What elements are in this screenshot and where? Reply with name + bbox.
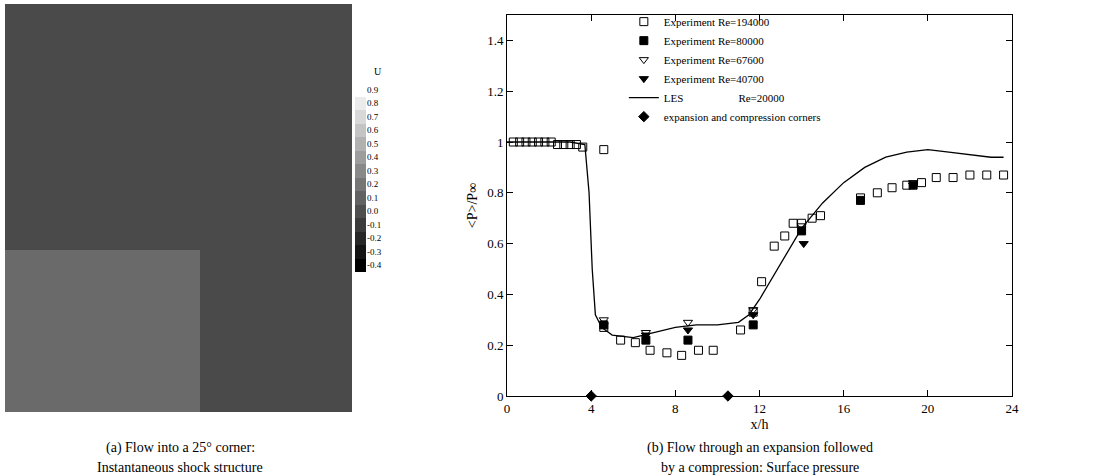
svg-text:-0.2: -0.2 — [367, 233, 381, 243]
svg-text:0.6: 0.6 — [487, 236, 504, 251]
svg-text:0.4: 0.4 — [367, 152, 379, 162]
svg-text:8: 8 — [672, 401, 679, 416]
svg-text:expansion and compression corn: expansion and compression corners — [664, 111, 821, 123]
svg-text:0.6: 0.6 — [367, 125, 379, 135]
svg-text:1: 1 — [497, 135, 504, 150]
svg-text:by a compression: Surface pres: by a compression: Surface pressure — [661, 460, 859, 475]
svg-text:0.0: 0.0 — [367, 206, 379, 216]
svg-text:16: 16 — [837, 401, 851, 416]
svg-text:LES Re=2000: LES Re=20000 — [664, 92, 785, 104]
svg-text:12: 12 — [753, 401, 766, 416]
svg-text:Instantaneous shock structure: Instantaneous shock structure — [97, 460, 263, 475]
svg-text:-0.4: -0.4 — [367, 260, 382, 270]
svg-text:U: U — [374, 66, 382, 77]
svg-text:4: 4 — [588, 401, 595, 416]
svg-text:0.7: 0.7 — [367, 112, 379, 122]
svg-text:0.2: 0.2 — [487, 338, 503, 353]
svg-text:(a) Flow into a 25° corner:: (a) Flow into a 25° corner: — [106, 440, 255, 456]
svg-text:-0.3: -0.3 — [367, 247, 382, 257]
svg-text:1.2: 1.2 — [487, 84, 503, 99]
svg-text:0.8: 0.8 — [487, 185, 503, 200]
svg-text:Experiment Re=80000: Experiment Re=80000 — [664, 35, 764, 47]
svg-text:<P>/P∞: <P>/P∞ — [465, 183, 480, 228]
svg-text:20: 20 — [921, 401, 934, 416]
svg-text:Experiment Re=67600: Experiment Re=67600 — [664, 54, 764, 66]
svg-text:0.1: 0.1 — [367, 193, 378, 203]
svg-text:0.5: 0.5 — [367, 139, 379, 149]
svg-text:0.9: 0.9 — [367, 85, 379, 95]
svg-text:-0.1: -0.1 — [367, 220, 381, 230]
svg-text:0.2: 0.2 — [367, 179, 378, 189]
svg-text:Experiment Re=40700: Experiment Re=40700 — [664, 73, 764, 85]
svg-text:0.3: 0.3 — [367, 166, 379, 176]
svg-text:Experiment Re=194000: Experiment Re=194000 — [664, 16, 770, 28]
svg-text:x/h: x/h — [751, 417, 769, 432]
svg-text:0: 0 — [497, 389, 504, 404]
svg-text:1.4: 1.4 — [487, 33, 504, 48]
svg-text:24: 24 — [1006, 401, 1020, 416]
svg-text:0.8: 0.8 — [367, 98, 379, 108]
svg-text:0: 0 — [504, 401, 511, 416]
svg-text:(b) Flow through an expansion: (b) Flow through an expansion followed — [647, 440, 873, 456]
svg-text:0.4: 0.4 — [487, 287, 504, 302]
